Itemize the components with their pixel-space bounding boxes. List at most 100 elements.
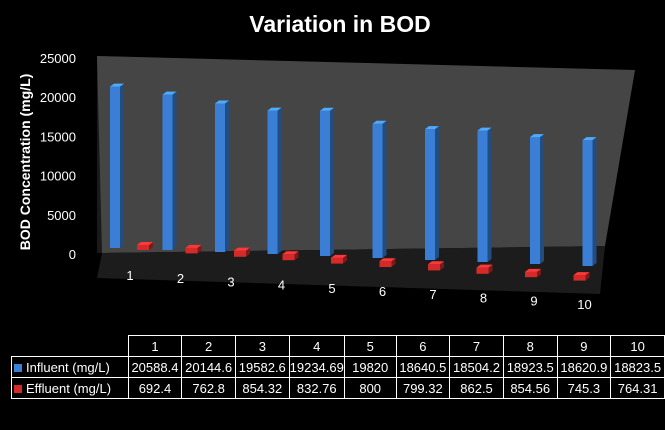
- table-cell: 18640.5: [395, 356, 451, 378]
- influent-bar-side: [172, 91, 177, 251]
- table-cell: 854.56: [502, 377, 558, 399]
- effluent-bar-side: [488, 264, 493, 274]
- table-cell: 799.32: [395, 377, 451, 399]
- influent-bar-side: [120, 83, 124, 248]
- influent-bar-side: [487, 127, 492, 262]
- influent-bar-side: [592, 137, 597, 266]
- table-cell: 692.4: [127, 377, 183, 399]
- effluent-bar: [428, 264, 440, 271]
- effluent-bar-side: [537, 268, 541, 278]
- influent-bar-side: [435, 126, 439, 260]
- x-tick-label: 8: [480, 290, 487, 305]
- influent-bar-top: [267, 107, 282, 111]
- legend-influent: Influent (mg/L): [11, 356, 129, 378]
- effluent-bar-top: [525, 268, 541, 272]
- bars: [110, 83, 597, 281]
- effluent-bar-top: [331, 254, 347, 258]
- effluent-bar-top: [185, 244, 202, 248]
- table-cell: 764.31: [610, 377, 665, 399]
- cat-header: 10: [610, 335, 665, 357]
- table-cell: 19234.69: [288, 356, 345, 378]
- y-tick-label: 20000: [40, 90, 76, 105]
- effluent-bar-side: [343, 254, 347, 264]
- effluent-bar: [476, 267, 489, 274]
- x-tick-label: 10: [577, 297, 591, 312]
- table-row-effluent: Effluent (mg/L) 692.4 762.8 854.32 832.7…: [11, 377, 665, 399]
- legend-effluent: Effluent (mg/L): [11, 377, 129, 399]
- back-wall: [97, 56, 635, 253]
- effluent-bar: [282, 254, 295, 261]
- cat-header: 2: [181, 335, 236, 357]
- influent-bar: [425, 129, 435, 260]
- influent-bar: [477, 130, 488, 262]
- effluent-bar: [331, 257, 343, 264]
- bod-chart: Variation in BOD BOD Concentration (mg/L…: [17, 11, 635, 312]
- influent-bar-side: [540, 134, 544, 264]
- cat-header: 7: [449, 335, 504, 357]
- x-tick-label: 6: [379, 284, 386, 299]
- y-axis-ticks: 0 5000 10000 15000 20000 25000: [40, 51, 76, 262]
- effluent-swatch: [14, 385, 22, 394]
- table-cell: 18823.5: [610, 356, 665, 378]
- y-tick-label: 10000: [40, 169, 76, 184]
- influent-bar-top: [110, 83, 124, 87]
- influent-bar-side: [330, 107, 334, 257]
- effluent-bar: [379, 261, 392, 267]
- chart-title: Variation in BOD: [249, 11, 430, 37]
- influent-bar: [110, 86, 120, 248]
- x-tick-label: 5: [328, 281, 335, 296]
- cat-header: 1: [127, 335, 183, 357]
- influent-bar-side: [225, 100, 229, 252]
- influent-bar-top: [162, 91, 177, 95]
- y-tick-label: 15000: [40, 129, 76, 144]
- cat-header: 9: [556, 335, 612, 357]
- table-cell: 832.76: [288, 377, 345, 399]
- table-header-row: 1 2 3 4 5 6 7 8 9 10: [12, 335, 665, 357]
- influent-bar-top: [530, 134, 544, 138]
- influent-bar-side: [277, 107, 282, 254]
- effluent-bar-top: [476, 264, 493, 268]
- effluent-bar-side: [246, 247, 250, 257]
- table-cell: 18504.2: [449, 356, 504, 378]
- effluent-bar-top: [428, 261, 444, 265]
- table-cell: 854.32: [234, 377, 290, 399]
- effluent-bar-side: [391, 258, 396, 267]
- effluent-bar: [137, 245, 149, 250]
- effluent-bar-top: [234, 247, 250, 251]
- cat-header: 8: [502, 335, 558, 357]
- table-cell: 862.5: [449, 377, 504, 399]
- influent-bar-top: [582, 137, 597, 141]
- effluent-bar-side: [294, 251, 299, 261]
- x-tick-label: 1: [126, 268, 133, 283]
- effluent-bar: [573, 275, 586, 281]
- effluent-bar-top: [137, 242, 153, 246]
- influent-bar-top: [320, 107, 334, 111]
- y-axis-label: BOD Concentration (mg/L): [17, 74, 33, 251]
- x-tick-label: 4: [278, 278, 285, 293]
- influent-bar: [215, 103, 225, 252]
- table-corner: [12, 336, 129, 357]
- effluent-bar: [525, 271, 537, 278]
- influent-bar-top: [215, 100, 229, 104]
- cat-header: 4: [288, 335, 345, 357]
- influent-bar: [320, 110, 330, 257]
- table-row-influent: Influent (mg/L) 20588.4 20144.6 19582.6 …: [11, 356, 665, 378]
- table-cell: 800: [343, 377, 397, 399]
- effluent-bar-side: [149, 242, 153, 250]
- table-cell: 18620.9: [556, 356, 612, 378]
- y-tick-label: 5000: [47, 208, 76, 223]
- x-tick-label: 3: [227, 274, 234, 289]
- effluent-bar-side: [197, 244, 202, 254]
- influent-bar: [267, 110, 278, 254]
- data-table: 1 2 3 4 5 6 7 8 9 10 Influent (mg/L) 205…: [11, 335, 665, 399]
- table-cell: 18923.5: [502, 356, 558, 378]
- influent-bar-top: [477, 127, 492, 131]
- table-cell: 20588.4: [127, 356, 183, 378]
- effluent-bar: [185, 247, 198, 254]
- x-tick-label: 7: [429, 287, 436, 302]
- table-cell: 20144.6: [181, 356, 236, 378]
- effluent-bar-side: [585, 272, 590, 281]
- table-cell: 745.3: [556, 377, 612, 399]
- effluent-bar-top: [573, 272, 590, 276]
- effluent-bar: [234, 250, 246, 257]
